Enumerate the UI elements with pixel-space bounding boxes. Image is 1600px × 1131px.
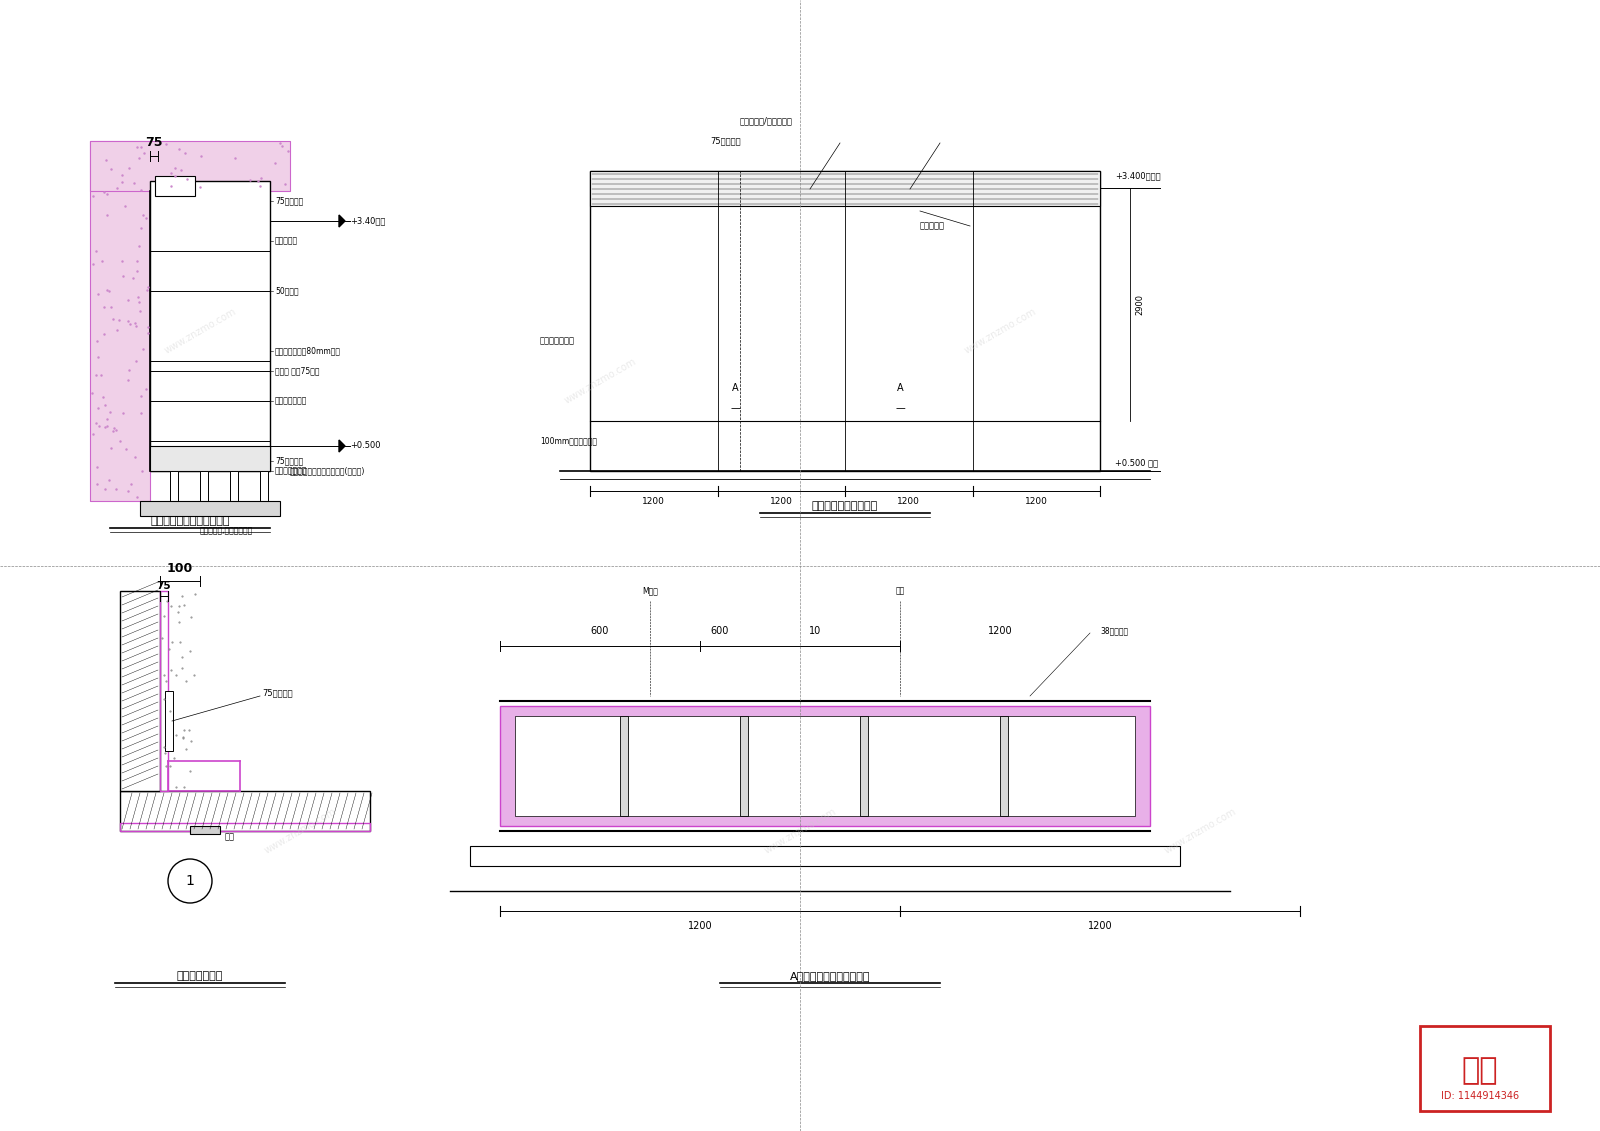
- Text: www.znzmo.com: www.znzmo.com: [762, 806, 838, 856]
- Text: 75轻钢龙骨: 75轻钢龙骨: [710, 137, 741, 146]
- Text: 50厚岩棉: 50厚岩棉: [275, 286, 299, 295]
- Bar: [590, 171, 1101, 206]
- Text: 抗静电活动地板: 抗静电活动地板: [275, 397, 307, 406]
- Text: 600: 600: [710, 625, 730, 636]
- Text: 吊顶顶角线: 吊顶顶角线: [275, 236, 298, 245]
- Bar: [470, 846, 1181, 866]
- Bar: [165, 691, 173, 751]
- Bar: [120, 791, 370, 831]
- Text: M龙条: M龙条: [642, 587, 658, 596]
- Bar: [90, 171, 150, 501]
- Text: 石膏板封堵,外侧刷涂防尘: 石膏板封堵,外侧刷涂防尘: [200, 527, 253, 535]
- Bar: [621, 716, 627, 815]
- Text: 38竖心龙骨: 38竖心龙骨: [1101, 627, 1128, 636]
- Text: 压条: 压条: [226, 832, 235, 841]
- Text: 1: 1: [186, 874, 195, 888]
- Bar: [259, 470, 269, 501]
- Bar: [861, 716, 867, 815]
- Bar: [230, 470, 238, 501]
- Text: www.znzmo.com: www.znzmo.com: [962, 307, 1038, 355]
- Text: 1200: 1200: [770, 497, 792, 506]
- Bar: [499, 706, 1150, 826]
- Bar: [155, 176, 195, 196]
- Text: A: A: [731, 383, 738, 392]
- Bar: [200, 470, 208, 501]
- Text: 75沿顶龙骨: 75沿顶龙骨: [275, 197, 304, 206]
- Bar: [120, 592, 160, 791]
- Text: 竖龙骨 规格75龙骨: 竖龙骨 规格75龙骨: [275, 366, 320, 375]
- Text: 75: 75: [157, 581, 171, 592]
- Text: +3.400灯具面: +3.400灯具面: [1115, 172, 1160, 181]
- Text: 金属复合彩钢板: 金属复合彩钢板: [275, 466, 307, 475]
- Text: 不锈钢踢脚线（80mm高）: 不锈钢踢脚线（80mm高）: [275, 346, 341, 355]
- Text: +0.500 地板: +0.500 地板: [1115, 458, 1158, 467]
- Text: 1200: 1200: [987, 625, 1013, 636]
- Bar: [739, 716, 749, 815]
- Bar: [190, 826, 221, 834]
- Text: 纸面石膏板/黑色乳胶漆: 纸面石膏板/黑色乳胶漆: [739, 116, 794, 126]
- Text: 75轻钢龙骨: 75轻钢龙骨: [262, 689, 293, 698]
- Text: 地板下刷防尘漆橡塑板保温(空调区): 地板下刷防尘漆橡塑板保温(空调区): [290, 466, 365, 475]
- Text: +0.500: +0.500: [350, 441, 381, 450]
- Bar: [1421, 1026, 1550, 1111]
- Text: 75: 75: [146, 137, 163, 149]
- Text: —: —: [730, 403, 739, 413]
- Bar: [120, 823, 370, 831]
- Text: 1200: 1200: [688, 921, 712, 931]
- Bar: [1000, 716, 1008, 815]
- Bar: [160, 592, 168, 791]
- Text: 1200: 1200: [642, 497, 666, 506]
- Bar: [150, 181, 270, 470]
- Text: 知末: 知末: [1462, 1056, 1498, 1086]
- Text: 1200: 1200: [898, 497, 920, 506]
- Text: 75沿地龙骨: 75沿地龙骨: [275, 457, 304, 466]
- Text: 2900: 2900: [1134, 294, 1144, 316]
- Text: 錢板阳角大样图: 錢板阳角大样图: [178, 972, 222, 981]
- Bar: [590, 171, 1101, 470]
- Text: 顶板顶角线: 顶板顶角线: [920, 222, 946, 231]
- Text: 100mm高不锈钢踢脚: 100mm高不锈钢踢脚: [541, 437, 597, 446]
- Text: —: —: [894, 403, 906, 413]
- Text: www.znzmo.com: www.znzmo.com: [262, 806, 338, 856]
- Text: A剖面（金属复合彩錢板）: A剖面（金属复合彩錢板）: [790, 972, 870, 981]
- Text: ID: 1144914346: ID: 1144914346: [1442, 1091, 1518, 1100]
- Text: www.znzmo.com: www.znzmo.com: [162, 307, 238, 355]
- Text: A: A: [896, 383, 904, 392]
- Text: 1200: 1200: [1026, 497, 1048, 506]
- Text: +3.40吊顶: +3.40吊顶: [350, 216, 386, 225]
- Text: 金属复合彩錢板剖面大样图: 金属复合彩錢板剖面大样图: [150, 516, 230, 526]
- Text: 横条: 横条: [896, 587, 904, 596]
- Bar: [141, 501, 280, 516]
- Bar: [150, 191, 158, 470]
- Bar: [90, 141, 150, 501]
- Text: 金属复合彩錢板立面图: 金属复合彩錢板立面图: [811, 501, 878, 511]
- Bar: [150, 446, 270, 470]
- Bar: [90, 141, 290, 191]
- Text: 10: 10: [810, 625, 821, 636]
- Text: 100: 100: [166, 562, 194, 576]
- Text: 600: 600: [590, 625, 610, 636]
- Text: www.znzmo.com: www.znzmo.com: [562, 356, 638, 406]
- Bar: [90, 141, 290, 191]
- Polygon shape: [339, 215, 346, 227]
- Polygon shape: [339, 440, 346, 452]
- Text: www.znzmo.com: www.znzmo.com: [1162, 806, 1238, 856]
- Text: 金属复合彩钢板: 金属复合彩钢板: [541, 337, 574, 345]
- Bar: [170, 470, 178, 501]
- Bar: [515, 716, 1134, 815]
- Text: 1200: 1200: [1088, 921, 1112, 931]
